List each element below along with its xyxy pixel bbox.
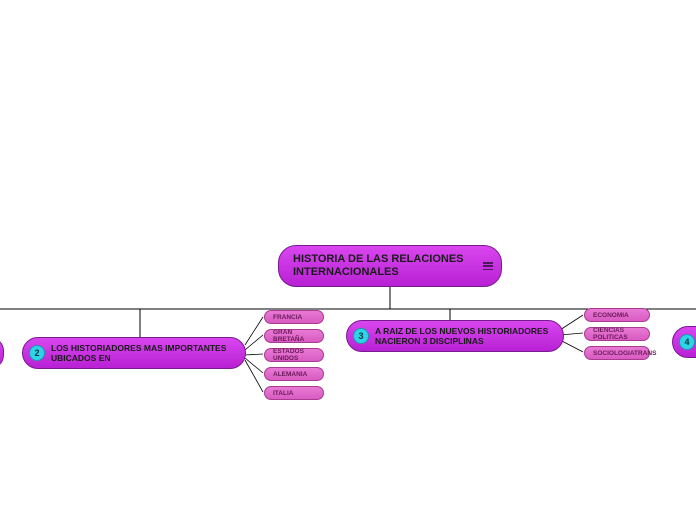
leaf-label: FRANCIA	[273, 314, 302, 321]
branch-4-number: 4	[679, 334, 695, 350]
leaf-label: SOCIOLOGIATRANS	[593, 350, 656, 357]
leaf-italia[interactable]: ITALIA	[264, 386, 324, 400]
leaf-label: CIENCIAS POLITICAS	[593, 327, 641, 341]
leaf-label: GRAN BRETAÑA	[273, 329, 315, 343]
leaf-economia[interactable]: ECONOMIA	[584, 308, 650, 322]
leaf-label: ESTADOS UNIDOS	[273, 348, 315, 362]
leaf-label: ECONOMIA	[593, 312, 629, 319]
branch-3-number: 3	[353, 328, 369, 344]
branch-2-node[interactable]: 2 LOS HISTORIADORES MAS IMPORTANTES UBIC…	[22, 337, 246, 369]
menu-icon[interactable]	[483, 262, 493, 270]
leaf-label: ALEMANIA	[273, 371, 307, 378]
leaf-ciencias-politicas[interactable]: CIENCIAS POLITICAS	[584, 327, 650, 341]
leaf-francia[interactable]: FRANCIA	[264, 310, 324, 324]
root-node[interactable]: HISTORIA DE LAS RELACIONES INTERNACIONAL…	[278, 245, 502, 287]
branch-2-number: 2	[29, 345, 45, 361]
branch-4-partial[interactable]: 4	[672, 326, 696, 358]
branch-1-partial[interactable]	[0, 337, 4, 369]
leaf-estados-unidos[interactable]: ESTADOS UNIDOS	[264, 348, 324, 362]
leaf-sociologiatrans[interactable]: SOCIOLOGIATRANS	[584, 346, 650, 360]
branch-2-label: LOS HISTORIADORES MAS IMPORTANTES UBICAD…	[51, 343, 231, 363]
leaf-gran-bretana[interactable]: GRAN BRETAÑA	[264, 329, 324, 343]
branch-3-label: A RAIZ DE LOS NUEVOS HISTORIADORES NACIE…	[375, 326, 549, 346]
root-title: HISTORIA DE LAS RELACIONES INTERNACIONAL…	[293, 253, 487, 279]
leaf-label: ITALIA	[273, 390, 293, 397]
branch-3-node[interactable]: 3 A RAIZ DE LOS NUEVOS HISTORIADORES NAC…	[346, 320, 564, 352]
leaf-alemania[interactable]: ALEMANIA	[264, 367, 324, 381]
